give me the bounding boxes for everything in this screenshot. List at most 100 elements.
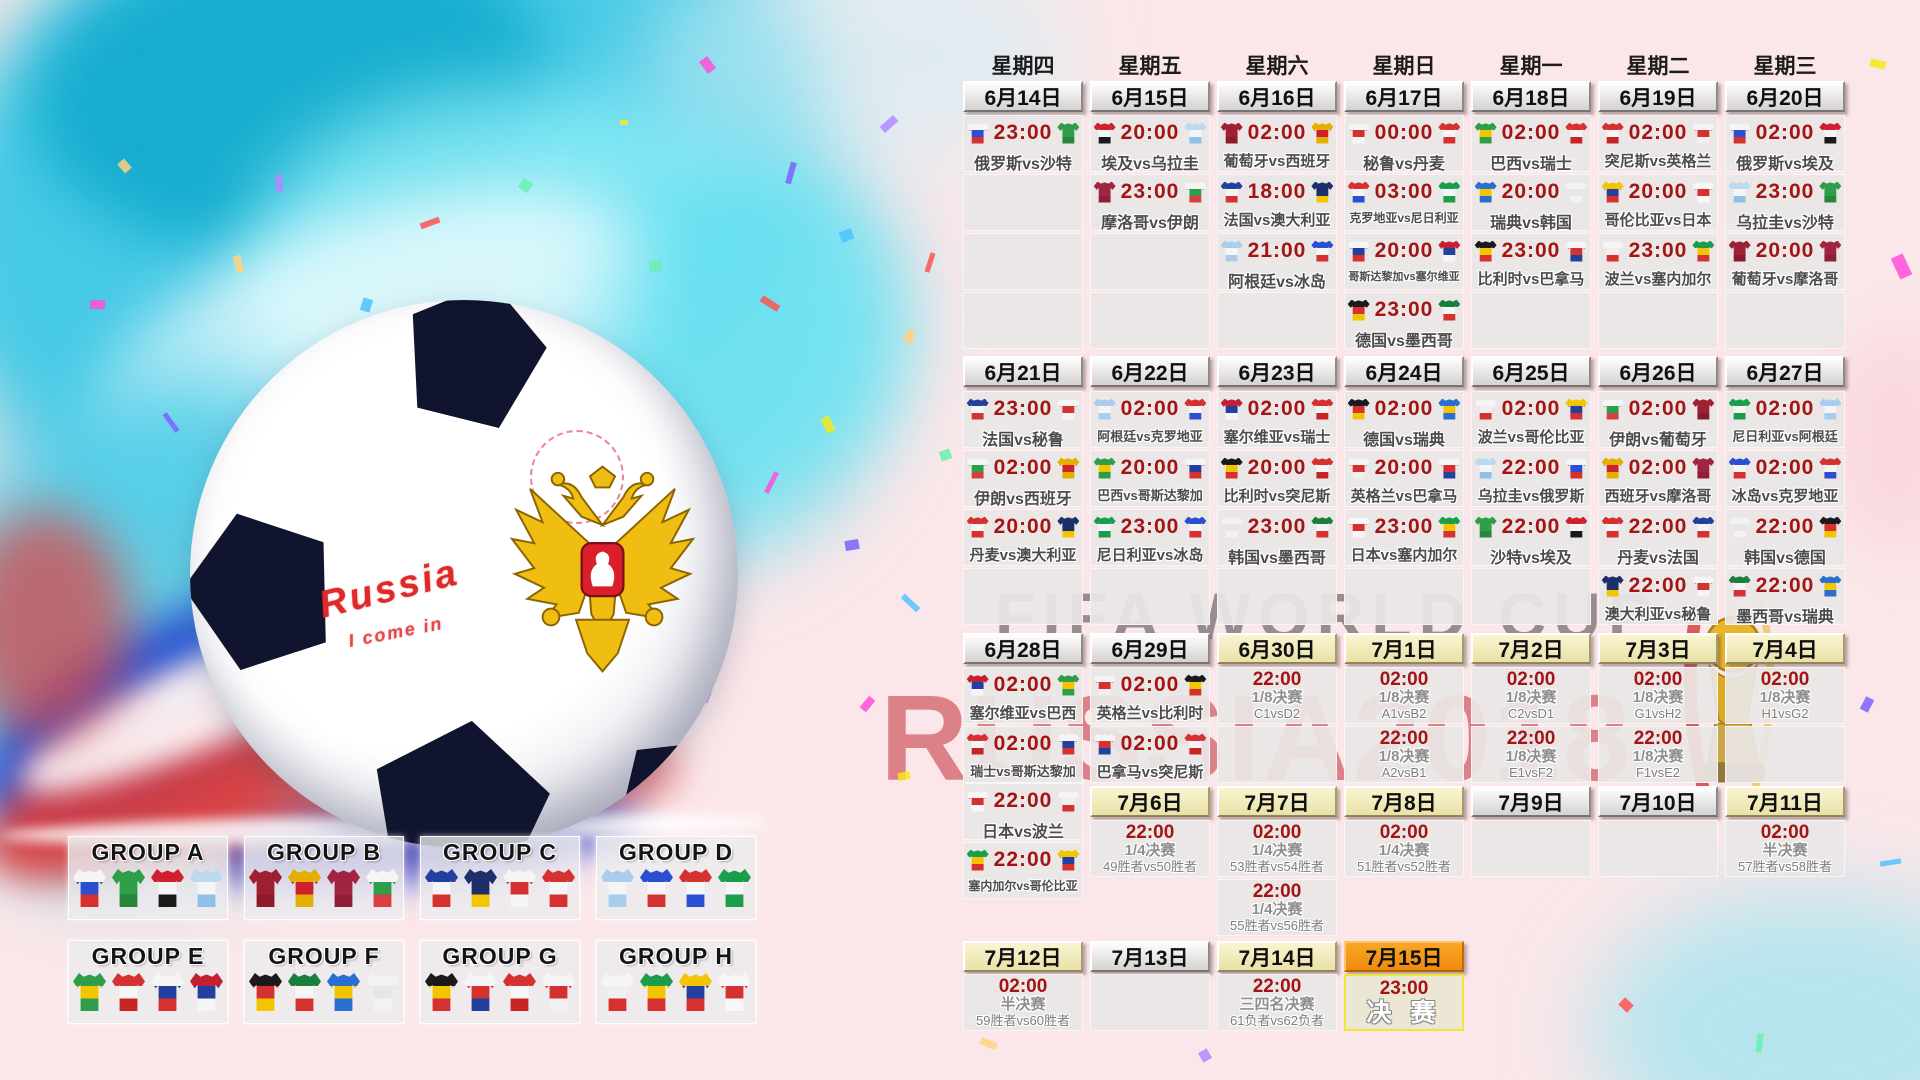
empty-cell [1598, 292, 1718, 349]
match-time: 02:00 [1120, 397, 1180, 420]
match-teams: 波兰vs哥伦比亚 [1477, 429, 1585, 446]
match-teams: 沙特vs埃及 [1490, 550, 1572, 567]
match-time: 22:00 [1628, 515, 1688, 538]
home-jersey-icon-japan [966, 790, 989, 812]
match-teams: 丹麦vs澳大利亚 [969, 547, 1077, 564]
away-jersey-icon-spain [1057, 457, 1080, 479]
confetti-piece [517, 177, 534, 194]
match-cell: 02:00 1/8决赛 C2vsD1 [1471, 667, 1591, 724]
date-header: 7月12日 [963, 941, 1083, 972]
match-time-row: 18:00 [1218, 175, 1336, 209]
confetti-piece [764, 471, 779, 494]
knockout-round: 1/8决赛 [1759, 689, 1811, 707]
match-time: 23:00 [1628, 239, 1688, 262]
away-jersey-icon-saudi-arabia [1819, 181, 1842, 203]
group-panel-d: GROUP D [596, 836, 756, 920]
date-header: 7月8日 [1344, 786, 1464, 817]
confetti-piece [1755, 1033, 1764, 1053]
team-jersey-icon-morocco [327, 869, 360, 907]
match-cell: 22:00 1/8决赛 C1vsD2 [1217, 667, 1337, 724]
knockout-cell-content: 22:00 1/8决赛 F1vsE2 [1599, 727, 1717, 782]
group-jersey-row [425, 869, 575, 907]
away-jersey-icon-germany [1819, 516, 1842, 538]
home-jersey-icon-uruguay [1728, 181, 1751, 203]
group-panel-c: GROUP C [420, 836, 580, 920]
home-jersey-icon-poland [1601, 240, 1624, 262]
match-cell: 02:00 巴拿马vs突尼斯 [1090, 726, 1210, 783]
match-cell: 02:00 瑞士vs哥斯达黎加 [963, 726, 1083, 783]
confetti-piece [359, 297, 374, 313]
away-jersey-icon-serbia [1438, 240, 1461, 262]
empty-cell [963, 174, 1083, 231]
match-cell: 22:00 韩国vs德国 [1725, 509, 1845, 567]
match-time: 02:00 [998, 976, 1048, 998]
team-jersey-icon-senegal [640, 973, 673, 1011]
confetti-piece [820, 415, 836, 434]
match-time-row: 20:00 [1091, 116, 1209, 150]
away-jersey-icon-costa-rica [1057, 733, 1080, 755]
team-jersey-icon-mexico [288, 973, 321, 1011]
knockout-pairing: 51胜者vs52胜者 [1357, 859, 1451, 875]
date-header: 7月10日 [1598, 786, 1718, 817]
russia-coat-of-arms-icon [505, 462, 700, 692]
home-jersey-icon-switzerland [966, 733, 989, 755]
group-jersey-row [601, 973, 751, 1011]
match-teams: 葡萄牙vs摩洛哥 [1731, 271, 1839, 288]
weekday-label: 星期四 [991, 55, 1055, 78]
home-jersey-icon-germany [1347, 398, 1370, 420]
group-jersey-row [425, 973, 575, 1011]
match-cell: 22:00 墨西哥vs瑞典 [1725, 568, 1845, 626]
away-jersey-icon-belgium [1184, 674, 1207, 696]
empty-cell [1217, 726, 1337, 783]
knockout-cell-content: 02:00 半决赛 59胜者vs60胜者 [964, 975, 1082, 1030]
home-jersey-icon-serbia [1220, 398, 1243, 420]
match-teams: 巴西vs哥斯达黎加 [1097, 488, 1203, 503]
away-jersey-icon-tunisia [1184, 733, 1207, 755]
team-jersey-icon-argentina [601, 869, 634, 907]
date-header: 6月28日 [963, 633, 1083, 664]
group-jersey-row [601, 869, 751, 907]
match-cell: 22:00 澳大利亚vs秘鲁 [1598, 568, 1718, 625]
match-cell: 02:00 西班牙vs摩洛哥 [1598, 450, 1718, 507]
empty-cell [1471, 568, 1591, 625]
away-jersey-icon-nigeria [1438, 181, 1461, 203]
home-jersey-icon-iceland [1728, 457, 1751, 479]
match-time: 22:00 [1252, 976, 1302, 998]
team-jersey-icon-russia [73, 869, 106, 907]
match-teams: 比利时vs巴拿马 [1477, 271, 1585, 288]
match-time-row: 23:00 [1726, 175, 1844, 209]
match-cell: 22:00 塞内加尔vs哥伦比亚 [963, 842, 1083, 899]
knockout-round: 三四名决赛 [1239, 996, 1315, 1014]
match-cell: 02:00 葡萄牙vs西班牙 [1217, 115, 1337, 172]
home-jersey-icon-brazil [1093, 457, 1116, 479]
empty-cell [1598, 820, 1718, 877]
match-teams: 韩国vs德国 [1744, 550, 1826, 567]
home-jersey-icon-senegal [966, 849, 989, 871]
match-time: 02:00 [1755, 121, 1815, 144]
match-cell: 22:00 1/4决赛 55胜者vs56胜者 [1217, 879, 1337, 936]
empty-cell [963, 568, 1083, 625]
home-jersey-icon-nigeria [1728, 398, 1751, 420]
home-jersey-icon-iran [966, 457, 989, 479]
match-time-row: 22:00 [1726, 569, 1844, 603]
confetti-piece [1859, 696, 1875, 713]
match-teams: 伊朗vs葡萄牙 [1609, 432, 1707, 449]
match-time: 02:00 [1247, 121, 1307, 144]
match-cell: 02:00 阿根廷vs克罗地亚 [1090, 391, 1210, 448]
group-title: GROUP G [442, 943, 558, 969]
empty-cell [1217, 292, 1337, 349]
paint-splash [1590, 890, 1920, 1080]
match-cell: 22:00 1/8决赛 F1vsE2 [1598, 726, 1718, 783]
away-jersey-icon-egypt [1819, 122, 1842, 144]
match-time: 22:00 [1501, 515, 1561, 538]
match-time-row: 22:00 [964, 784, 1082, 818]
match-cell: 23:00 俄罗斯vs沙特 [963, 115, 1083, 173]
home-jersey-icon-iran [1601, 398, 1624, 420]
knockout-pairing: H1vsG2 [1761, 706, 1809, 722]
knockout-round: 半决赛 [1762, 842, 1808, 860]
match-time: 22:00 [1506, 728, 1556, 750]
match-time-row: 21:00 [1218, 234, 1336, 268]
match-time-row: 20:00 [1218, 451, 1336, 485]
match-time: 23:00 [993, 121, 1053, 144]
confetti-piece [232, 254, 245, 274]
